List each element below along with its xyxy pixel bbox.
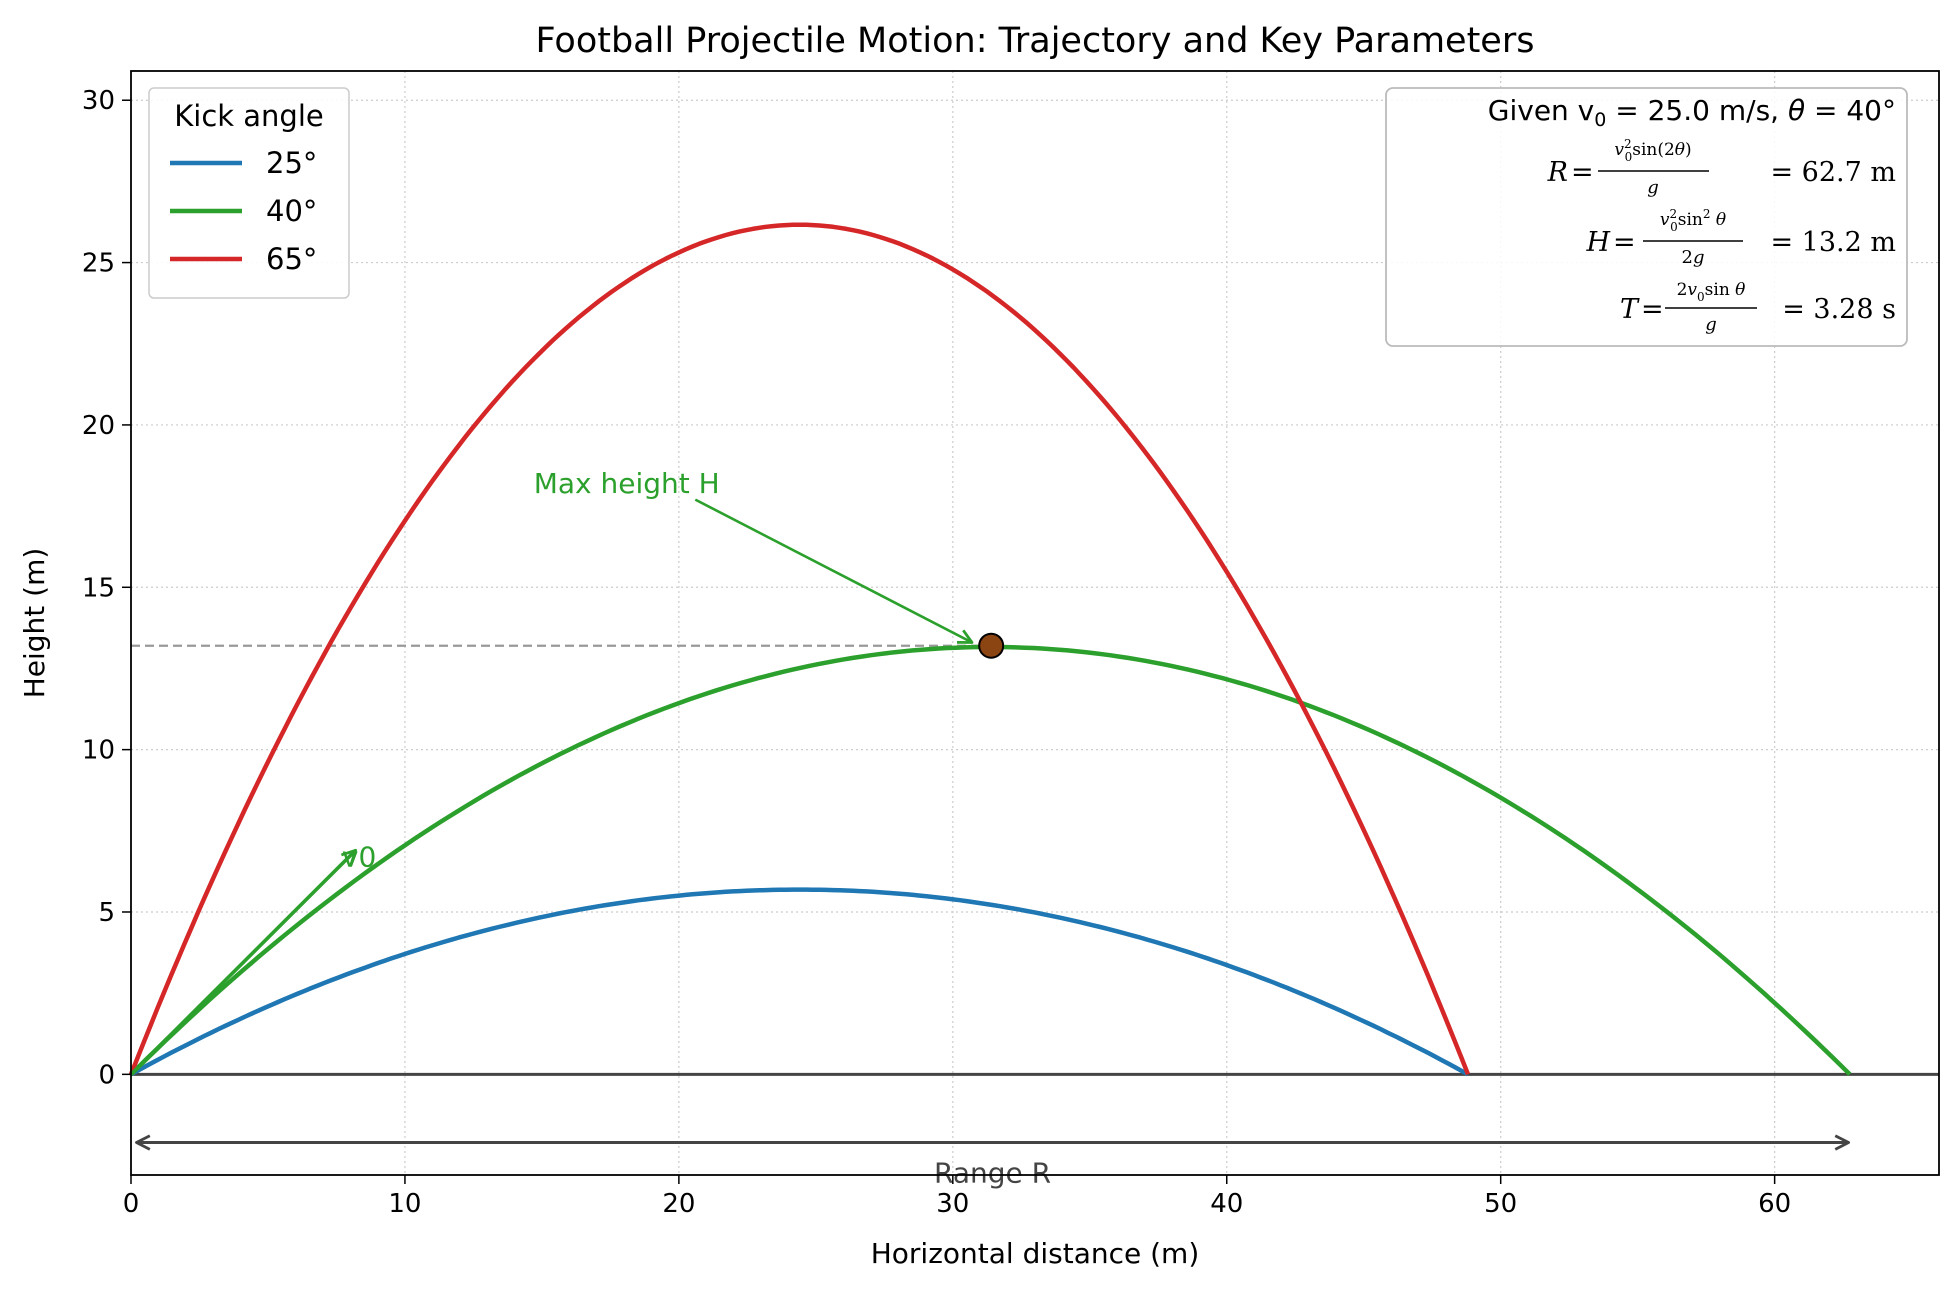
svg-text:T: T [1620, 294, 1640, 325]
svg-text:=: = [1571, 157, 1594, 188]
legend-label-65: 65° [266, 242, 317, 276]
x-tick-label: 30 [936, 1189, 969, 1219]
y-tick-label: 20 [82, 411, 115, 441]
max-height-arrow-head [956, 629, 974, 644]
max-height-label: Max height H [534, 467, 720, 500]
v0-label: v0 [342, 841, 376, 874]
svg-text:= 3.28 s: = 3.28 s [1782, 294, 1896, 325]
svg-text:R: R [1547, 157, 1568, 188]
range-formula: R = v2 0sin(2θ) g = 62.7 m [1547, 137, 1896, 198]
range-label: Range R [934, 1157, 1051, 1190]
x-axis-label: Horizontal distance (m) [871, 1237, 1200, 1270]
legend: Kick angle 25° 40° 65° [148, 87, 350, 299]
plot-lines [128, 222, 1939, 1077]
v0-arrow [129, 849, 357, 1076]
x-tick-label: 40 [1210, 1189, 1243, 1219]
x-tick-label: 60 [1758, 1189, 1791, 1219]
given-line: Given v0 = 25.0 m/s, θ = 40° [1488, 94, 1896, 131]
x-tick-label: 20 [662, 1189, 695, 1219]
svg-text:2g: 2g [1682, 247, 1705, 268]
legend-label-40: 40° [266, 194, 317, 228]
height-formula: H = v2 0sin2 θ 2g = 13.2 m [1585, 207, 1896, 268]
y-tick-label: 25 [82, 249, 115, 279]
svg-text:= 13.2 m: = 13.2 m [1770, 227, 1896, 258]
svg-text:=: = [1641, 294, 1664, 325]
v0-arrow-head [340, 848, 358, 865]
svg-text:g: g [1705, 314, 1717, 335]
x-tick-label: 0 [123, 1189, 140, 1219]
apex-marker [978, 632, 1005, 659]
y-tick-label: 5 [98, 898, 115, 928]
svg-text:H: H [1585, 227, 1610, 258]
y-tick-label: 30 [82, 86, 115, 116]
axis-ticks: 0 10 20 30 40 50 60 0 5 10 15 20 25 30 [82, 86, 1791, 1219]
range-arrow-head-left [135, 1134, 151, 1151]
x-tick-label: 50 [1484, 1189, 1517, 1219]
y-tick-label: 10 [82, 736, 115, 766]
range-arrow-head-right [1834, 1134, 1850, 1151]
time-formula: T = 2v0sin θ g = 3.28 s [1620, 280, 1896, 335]
legend-label-25: 25° [266, 146, 317, 180]
svg-text:=: = [1613, 227, 1636, 258]
svg-text:g: g [1647, 177, 1659, 198]
max-height-arrow [694, 498, 973, 644]
y-tick-label: 0 [98, 1060, 115, 1090]
legend-title: Kick angle [174, 99, 324, 133]
y-axis-label: Height (m) [18, 548, 51, 699]
chart-title: Football Projectile Motion: Trajectory a… [536, 21, 1535, 61]
parameter-box: Given v0 = 25.0 m/s, θ = 40° R = v2 0sin(… [1385, 87, 1908, 347]
trajectory-65 [128, 222, 1471, 1076]
trajectory-25 [129, 887, 1470, 1077]
annotations: v0 Max height H Range R [129, 467, 1850, 1190]
x-tick-label: 10 [388, 1189, 421, 1219]
y-tick-label: 15 [82, 573, 115, 603]
trajectory-40 [129, 644, 1852, 1076]
svg-text:= 62.7 m: = 62.7 m [1770, 157, 1896, 188]
plot-frame [130, 70, 1940, 1176]
